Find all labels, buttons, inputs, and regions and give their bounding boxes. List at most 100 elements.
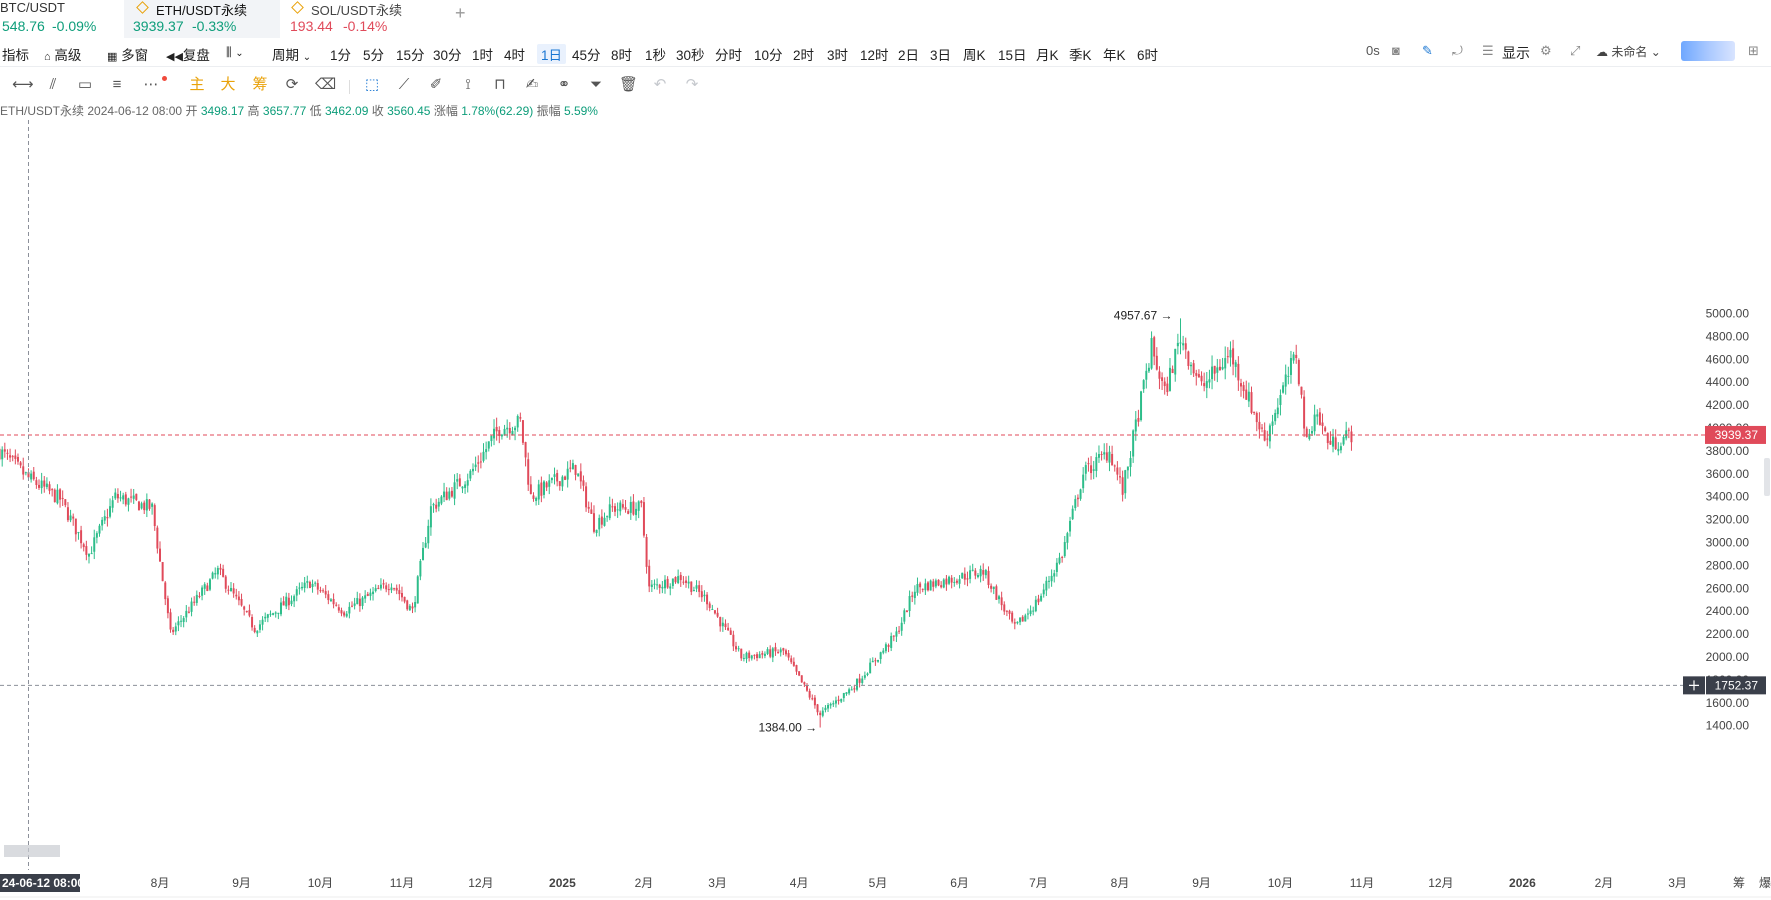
advanced-button[interactable]: ⌂ 高级 xyxy=(44,44,81,64)
horizontal-line-icon[interactable]: ⟷ xyxy=(12,76,34,93)
period-7[interactable]: 45分 xyxy=(572,48,601,63)
period-16[interactable]: 2日 xyxy=(898,48,920,63)
period-4[interactable]: 1时 xyxy=(472,48,494,63)
camera-icon[interactable]: ◙ xyxy=(1392,43,1400,58)
candle xyxy=(758,651,761,659)
candle xyxy=(874,657,877,666)
axis-tool-label[interactable]: 爆 xyxy=(1759,876,1771,890)
add-tab-button[interactable]: + xyxy=(455,3,466,23)
candle xyxy=(361,596,364,610)
period-13[interactable]: 2时 xyxy=(793,48,815,63)
user-avatar[interactable] xyxy=(1681,41,1735,61)
candle xyxy=(1339,442,1342,454)
chip-distribution-button[interactable]: 筹 xyxy=(252,76,268,93)
candle xyxy=(987,566,990,589)
rectangle-icon[interactable]: ▭ xyxy=(77,76,93,93)
pencil-icon[interactable]: ✎ xyxy=(1422,43,1433,58)
main-indicator-button[interactable]: 主 xyxy=(189,76,205,93)
chart-type-button[interactable]: ⫼ ⌄ xyxy=(226,44,244,60)
candle xyxy=(811,694,814,701)
eraser-icon[interactable]: ⌫ xyxy=(315,76,337,93)
filter-icon[interactable]: ⏷ xyxy=(589,76,602,93)
period-21[interactable]: 季K xyxy=(1069,48,1092,63)
fullscreen-icon[interactable]: ⤢ xyxy=(1570,43,1581,58)
candle xyxy=(82,542,85,552)
candle xyxy=(577,473,580,477)
layout-toggle-icon[interactable]: ⊞ xyxy=(1748,43,1759,58)
sync-icon[interactable]: ⟳ xyxy=(285,76,299,93)
candle xyxy=(614,503,617,517)
magnet-icon[interactable]: ⟟ xyxy=(465,76,471,93)
candle xyxy=(314,581,317,587)
period-8[interactable]: 8时 xyxy=(611,48,633,63)
period-12[interactable]: 10分 xyxy=(754,48,783,63)
period-14[interactable]: 3时 xyxy=(827,48,849,63)
tab-sol-usdt-perp[interactable]: SOL/USDT永续 193.44 -0.14% xyxy=(290,0,440,38)
period-23[interactable]: 6时 xyxy=(1137,48,1159,63)
undo-icon[interactable]: ↶ xyxy=(653,76,667,93)
close-label: 收 xyxy=(371,104,384,118)
axis-tool-label[interactable]: 筹 xyxy=(1733,876,1745,890)
replay-button[interactable]: ◀◀复盘 xyxy=(166,44,210,64)
period-1[interactable]: 5分 xyxy=(363,48,385,63)
candle xyxy=(1134,411,1137,441)
cursor-select-icon[interactable]: ⬚ xyxy=(364,76,380,93)
period-11[interactable]: 分时 xyxy=(715,48,742,63)
period-9[interactable]: 1秒 xyxy=(645,48,667,63)
ruler-icon[interactable]: ⟋ xyxy=(398,76,410,93)
gear-icon[interactable]: ⚙ xyxy=(1540,43,1552,58)
list-settings-icon[interactable]: ☰ xyxy=(1482,43,1494,58)
indicator-button[interactable]: 指标 xyxy=(2,48,29,63)
period-20[interactable]: 月K xyxy=(1036,48,1059,63)
candle xyxy=(432,502,435,513)
more-icon[interactable]: ⋯ xyxy=(143,76,159,93)
redo-icon[interactable]: ↷ xyxy=(685,76,699,93)
period-18[interactable]: 周K xyxy=(963,48,986,63)
undo-area-icon[interactable]: ⤾ xyxy=(1452,43,1463,58)
info-symbol: ETH/USDT永续 xyxy=(0,104,85,118)
price-axis: 1400.001600.001800.002000.002200.002400.… xyxy=(1706,307,1770,733)
candle xyxy=(511,426,514,436)
time-tick-label: 12月 xyxy=(1428,876,1453,890)
period-17[interactable]: 3日 xyxy=(930,48,952,63)
edit-icon[interactable]: ✍ xyxy=(525,76,539,93)
tab-btc-usdt[interactable]: BTC/USDT 548.76 -0.09% xyxy=(0,0,120,38)
period-3[interactable]: 30分 xyxy=(433,48,462,63)
period-5[interactable]: 4时 xyxy=(504,48,526,63)
large-order-button[interactable]: 大 xyxy=(220,76,236,93)
tab-price: 3939.37 xyxy=(133,18,184,34)
brush-icon[interactable]: ✐ xyxy=(429,76,443,93)
period-dropdown[interactable]: 周期 ⌄ xyxy=(272,44,311,64)
candle xyxy=(561,475,564,492)
candle xyxy=(677,569,680,585)
period-2[interactable]: 15分 xyxy=(396,48,425,63)
period-22[interactable]: 年K xyxy=(1103,48,1126,63)
candle xyxy=(122,492,125,505)
trash-icon[interactable]: 🗑 xyxy=(619,76,639,93)
period-10[interactable]: 30秒 xyxy=(676,48,705,63)
candle xyxy=(1061,555,1064,563)
multi-window-button[interactable]: ▦ 多窗 xyxy=(107,44,148,64)
display-button[interactable]: 显示 xyxy=(1502,45,1530,61)
candle xyxy=(427,519,430,549)
candle xyxy=(429,498,432,536)
link-icon[interactable]: ⚭ xyxy=(557,76,571,93)
layout-name-button[interactable]: ☁ 未命名 ⌄ xyxy=(1596,43,1661,60)
candle xyxy=(543,480,545,499)
price-chart[interactable]: 1400.001600.001800.002000.002200.002400.… xyxy=(0,112,1771,900)
candle xyxy=(700,585,703,602)
period-0[interactable]: 1分 xyxy=(330,48,352,63)
candle xyxy=(369,588,372,601)
period-19[interactable]: 15日 xyxy=(998,48,1027,63)
candle xyxy=(1032,606,1035,616)
lock-icon[interactable]: ⊓ xyxy=(494,76,506,93)
tab-eth-usdt-perp[interactable]: ETH/USDT永续 3939.37 -0.33% xyxy=(130,0,280,38)
candle xyxy=(348,602,351,619)
candle xyxy=(606,515,609,522)
candle xyxy=(995,584,998,600)
lines-icon[interactable]: ≡ xyxy=(112,76,122,93)
period-6[interactable]: 1日 xyxy=(537,44,567,64)
period-15[interactable]: 12时 xyxy=(860,48,889,63)
price-axis-scroll-handle[interactable] xyxy=(1764,458,1770,496)
parallel-lines-icon[interactable]: ⫽ xyxy=(49,76,57,93)
